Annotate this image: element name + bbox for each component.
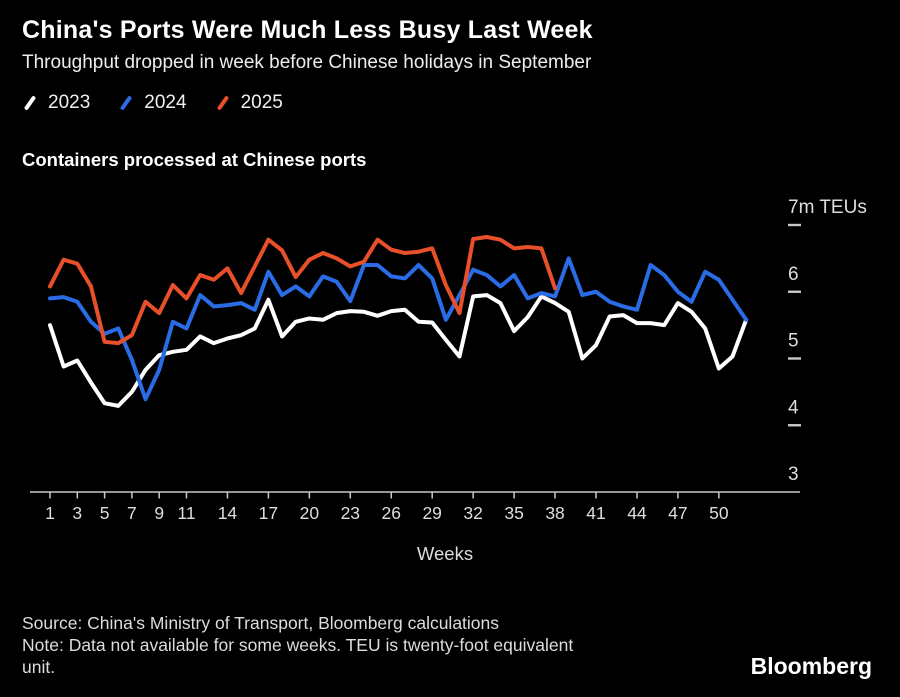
y-tick-dash <box>788 223 801 227</box>
x-tick-label: 47 <box>668 503 687 523</box>
x-tick-label: 32 <box>463 503 482 523</box>
x-tick-label: 35 <box>504 503 523 523</box>
y-tick-label: 4 <box>788 397 799 418</box>
bloomberg-logo: Bloomberg <box>750 653 872 679</box>
x-tick-label: 1 <box>45 503 55 523</box>
x-tick-label: 38 <box>545 503 564 523</box>
legend-item-2025: 2025 <box>215 92 283 114</box>
x-axis-title: Weeks <box>417 543 473 564</box>
chart-header: China's Ports Were Much Less Busy Last W… <box>22 16 593 74</box>
note-line: Note: Data not available for some weeks.… <box>22 635 574 677</box>
x-tick-label: 5 <box>100 503 110 523</box>
legend-label: 2023 <box>48 92 91 113</box>
y-tick-dash <box>788 424 801 427</box>
series-line-2024 <box>48 256 749 402</box>
legend-item-2023: 2023 <box>22 92 90 114</box>
x-tick-label: 9 <box>154 503 164 523</box>
x-tick-label: 17 <box>259 503 278 523</box>
page-title: China's Ports Were Much Less Busy Last W… <box>22 16 593 44</box>
x-tick-label: 50 <box>709 503 729 523</box>
y-tick-label: 5 <box>788 331 799 352</box>
page-subtitle: Throughput dropped in week before Chines… <box>22 52 592 73</box>
x-tick-label: 41 <box>586 503 605 523</box>
y-tick-label: 6 <box>788 264 799 285</box>
x-tick-label: 11 <box>177 503 195 523</box>
y-tick-label: 7m TEUs <box>788 197 867 218</box>
y-tick-label: 3 <box>788 464 799 485</box>
chart-section-title: Containers processed at Chinese ports <box>22 149 367 170</box>
x-tick-label: 3 <box>72 503 82 523</box>
y-tick-dash <box>788 290 801 293</box>
legend-swatch <box>216 95 229 111</box>
x-tick-label: 44 <box>627 503 647 523</box>
x-tick-label: 7 <box>127 503 137 523</box>
x-tick-label: 20 <box>300 503 320 523</box>
x-tick-label: 14 <box>218 503 238 523</box>
legend-swatch <box>120 95 133 111</box>
x-tick-label: 29 <box>422 503 441 523</box>
series-line-2023 <box>48 293 749 408</box>
legend-label: 2024 <box>144 92 187 113</box>
source-line: Source: China's Ministry of Transport, B… <box>22 613 500 633</box>
y-tick-dash <box>788 357 801 360</box>
legend-item-2024: 2024 <box>118 92 187 114</box>
series-line-2025 <box>48 235 558 346</box>
footer: Source: China's Ministry of Transport, B… <box>22 612 602 678</box>
legend-swatch <box>23 95 37 111</box>
x-tick-label: 26 <box>382 503 401 523</box>
x-tick-label: 23 <box>341 503 360 523</box>
legend-label: 2025 <box>240 92 283 113</box>
legend: 2023 2024 2025 <box>22 92 283 114</box>
